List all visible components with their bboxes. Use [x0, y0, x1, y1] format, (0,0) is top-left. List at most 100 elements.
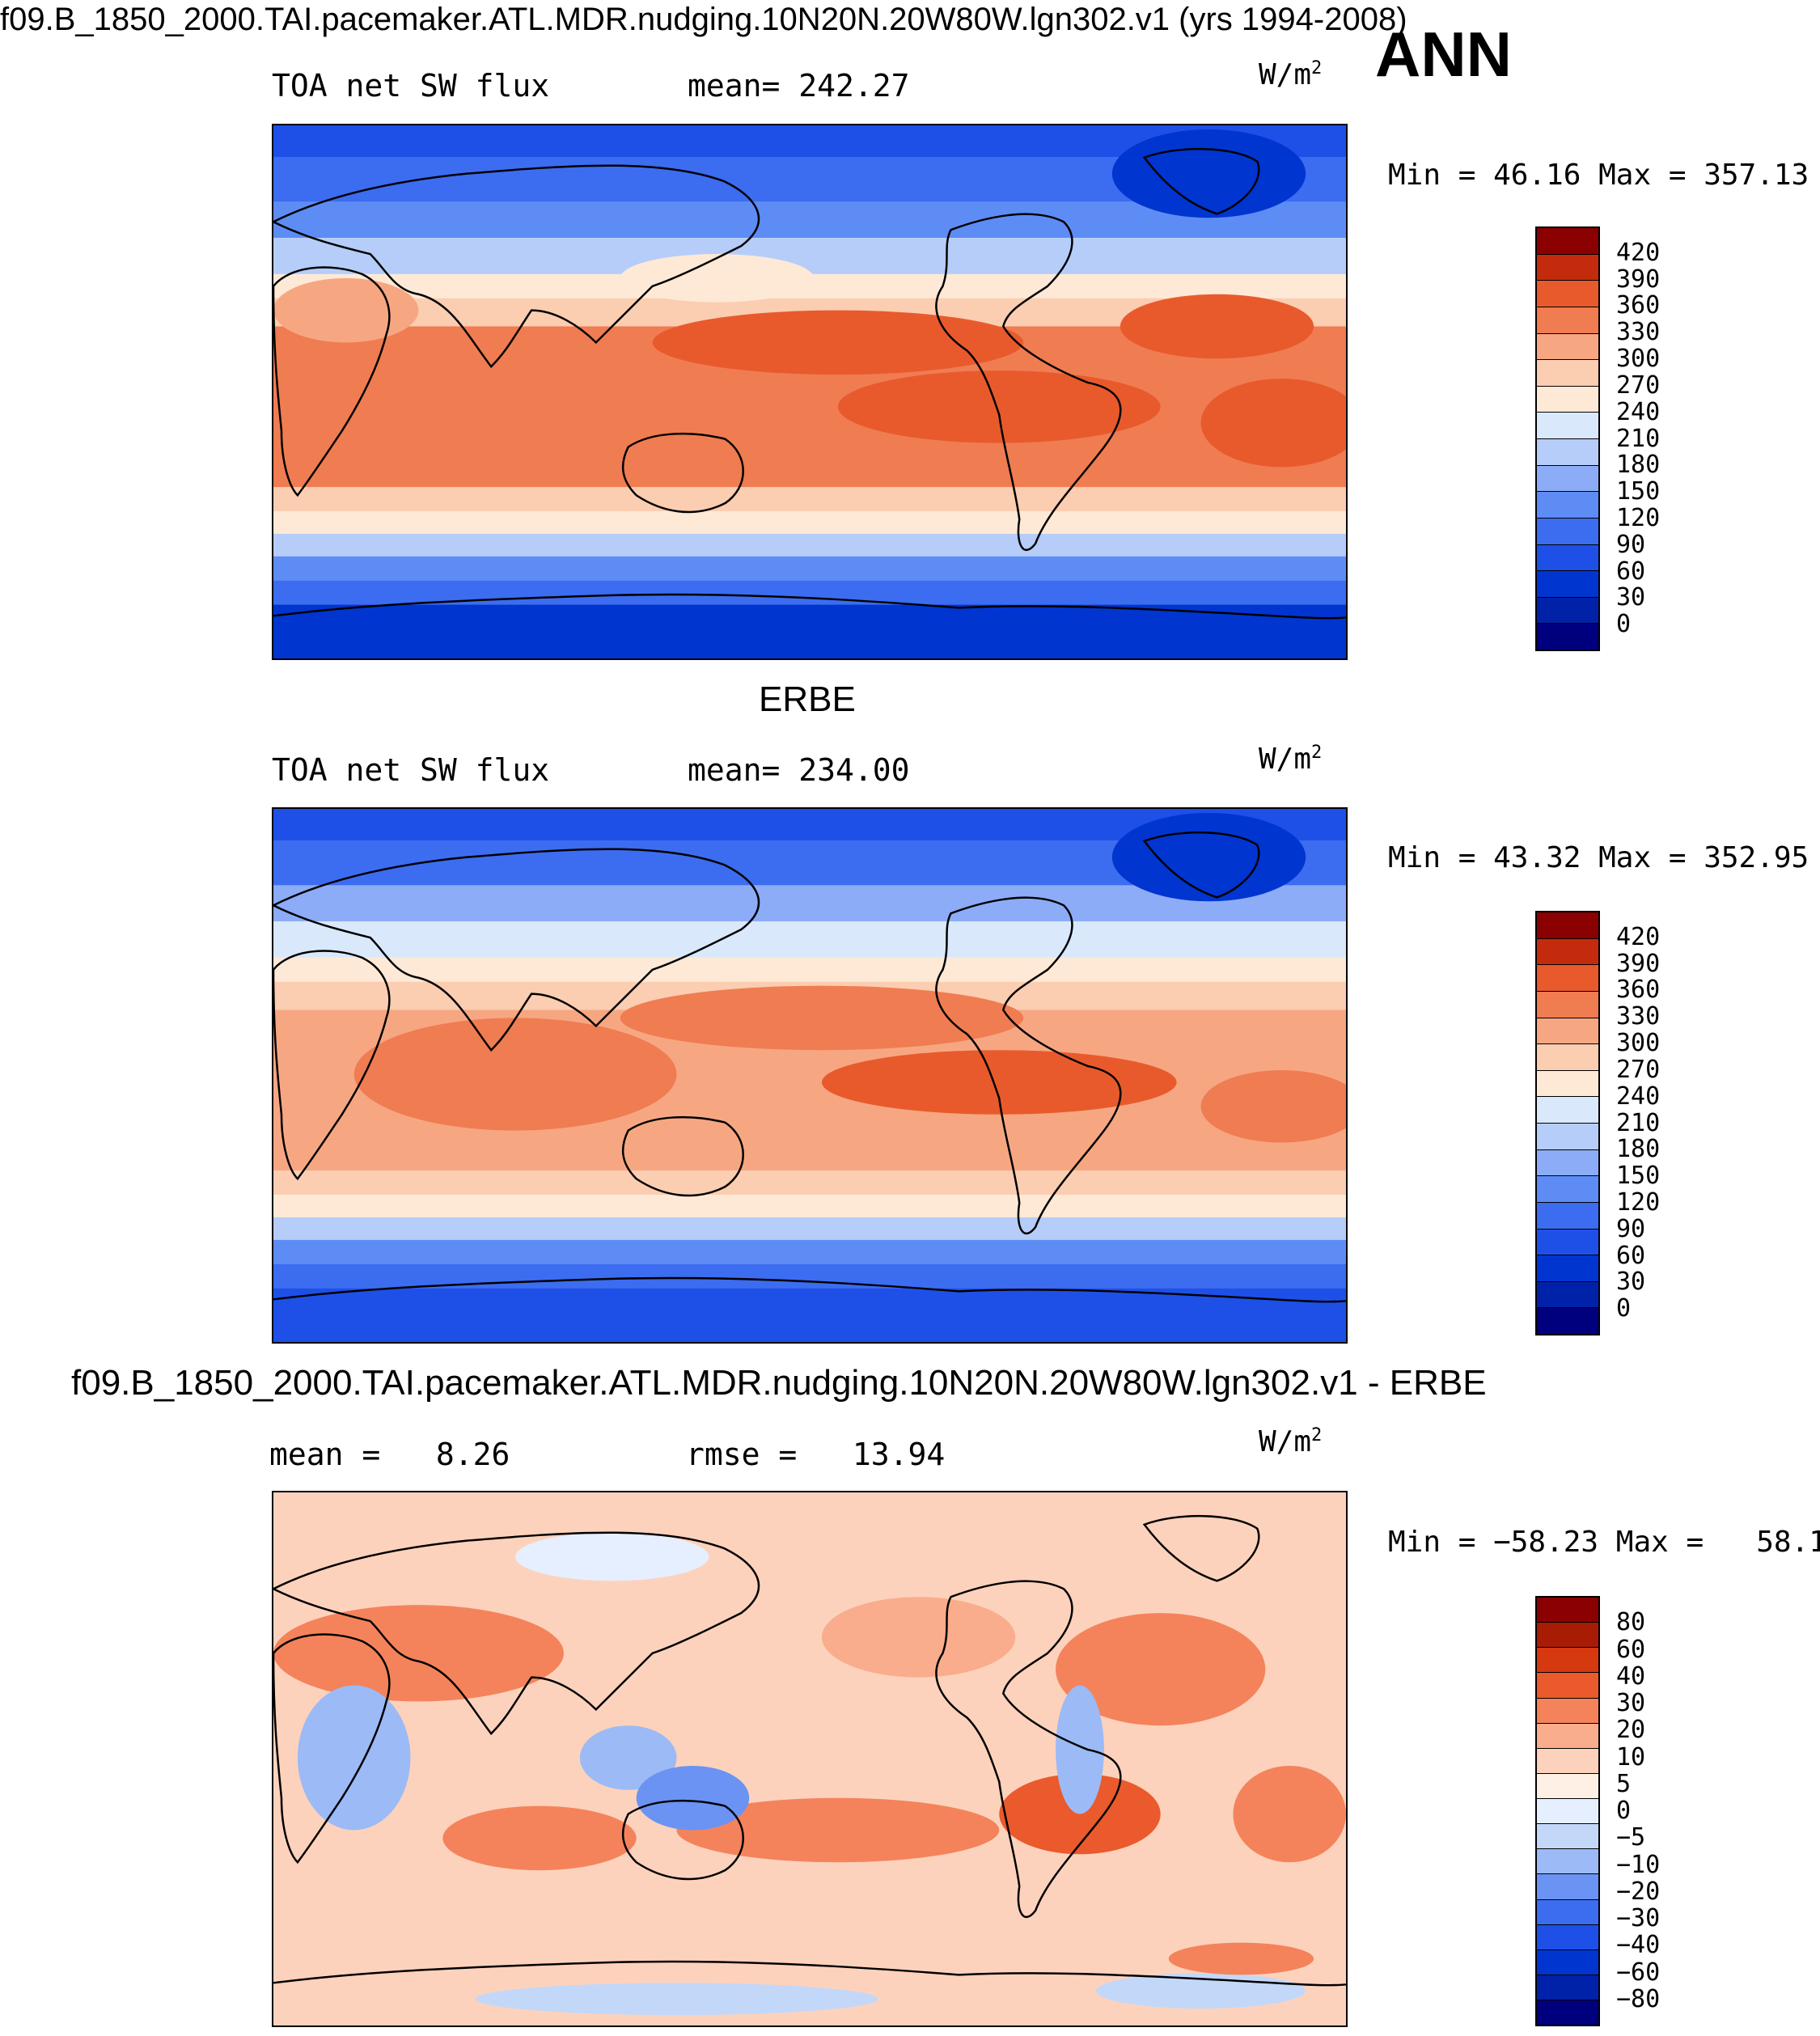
colorbar-swatch — [1537, 1255, 1598, 1281]
colorbar-swatch — [1537, 912, 1598, 938]
panel2-mean-label: mean= — [688, 752, 781, 788]
colorbar-swatch — [1537, 1672, 1598, 1698]
panel3-rmse-value: 13.94 — [852, 1437, 946, 1472]
panel3-coastlines — [273, 1514, 1346, 1987]
colorbar-swatch — [1537, 253, 1598, 281]
panel1-colorbar — [1535, 226, 1600, 651]
blob — [1233, 1765, 1346, 1863]
band — [273, 556, 1346, 581]
blob — [273, 1605, 564, 1702]
colorbar-label: 270 — [1616, 1055, 1661, 1084]
colorbar-swatch — [1537, 1848, 1598, 1874]
colorbar-label: 120 — [1616, 1187, 1661, 1217]
coast-australia — [621, 1799, 744, 1881]
colorbar-label: 20 — [1616, 1716, 1646, 1745]
coast-americas — [935, 896, 1122, 1234]
band — [273, 604, 1346, 658]
colorbar-swatch — [1537, 1898, 1598, 1924]
season-label: ANN — [1375, 19, 1512, 90]
panel2-units: W/m2 — [1259, 743, 1323, 776]
panel3-colorbar — [1535, 1596, 1600, 2026]
colorbar-swatch — [1537, 1280, 1598, 1308]
panel1-coastlines — [273, 147, 1346, 620]
panel1-variable: TOA net SW flux — [272, 68, 550, 104]
panel3-mean-label: mean = — [269, 1437, 381, 1472]
colorbar-label: 150 — [1616, 477, 1661, 506]
colorbar-label: 30 — [1616, 583, 1646, 612]
panel2-map-svg — [273, 809, 1346, 1342]
blob — [1056, 1613, 1266, 1726]
coast-antarctica — [273, 1276, 1346, 1303]
colorbar-label: 270 — [1616, 370, 1661, 400]
panel2-mean: mean= 234.00 — [688, 752, 910, 788]
band — [273, 1288, 1346, 1342]
blob — [515, 1532, 709, 1581]
colorbar-label: 210 — [1616, 424, 1661, 453]
colorbar-label: 180 — [1616, 1135, 1661, 1164]
diff-background — [273, 1492, 1346, 2025]
panel1-mean: mean= 242.27 — [688, 68, 910, 104]
colorbar-label: −30 — [1616, 1904, 1661, 1932]
coast-australia — [621, 432, 744, 514]
colorbar-label: 0 — [1616, 1294, 1632, 1323]
colorbar-label: 330 — [1616, 318, 1661, 347]
panel1-blobs — [273, 129, 1346, 468]
coast-eurasia — [273, 164, 760, 369]
colorbar-swatch — [1537, 464, 1598, 492]
colorbar-swatch — [1537, 544, 1598, 571]
panel2-min-label: Min = — [1388, 841, 1476, 874]
colorbar-label: −10 — [1616, 1850, 1661, 1879]
panel2-map — [272, 807, 1348, 1344]
blob — [999, 1773, 1161, 1855]
colorbar-label: 90 — [1616, 1214, 1646, 1243]
band — [273, 580, 1346, 605]
colorbar-swatch — [1537, 412, 1598, 438]
panel3-minmax: Min = −58.23 Max = 58.18 — [1388, 1526, 1820, 1559]
coast-africa — [273, 266, 391, 497]
coast-americas — [935, 1580, 1122, 1918]
colorbar-swatch — [1537, 1017, 1598, 1044]
band — [273, 533, 1346, 557]
colorbar-label: 0 — [1616, 1797, 1632, 1825]
colorbar-swatch — [1537, 1722, 1598, 1748]
panel2-variable: TOA net SW flux — [272, 752, 550, 788]
panel1-units: W/m2 — [1259, 58, 1323, 91]
band — [273, 1170, 1346, 1196]
colorbar-swatch — [1537, 359, 1598, 386]
colorbar-swatch — [1537, 491, 1598, 518]
colorbar-label: 330 — [1616, 1002, 1661, 1031]
panel3-max-value: 58.18 — [1756, 1526, 1820, 1559]
colorbar-label: −20 — [1616, 1877, 1661, 1906]
coast-greenland — [1142, 831, 1260, 899]
colorbar-label: 60 — [1616, 557, 1646, 586]
colorbar-label: 420 — [1616, 922, 1661, 951]
colorbar-label: 5 — [1616, 1769, 1632, 1798]
coast-antarctica — [273, 1960, 1346, 1987]
panel3-max-label: Max = — [1615, 1526, 1704, 1559]
colorbar-swatch — [1537, 1747, 1598, 1773]
colorbar-swatch — [1537, 1069, 1598, 1097]
coast-africa — [273, 950, 391, 1181]
coast-africa — [273, 1633, 391, 1865]
colorbar-swatch — [1537, 1307, 1598, 1334]
colorbar-swatch — [1537, 1123, 1598, 1149]
colorbar-swatch — [1537, 228, 1598, 254]
colorbar-label: 80 — [1616, 1608, 1646, 1637]
colorbar-label: 420 — [1616, 238, 1661, 267]
colorbar-swatch — [1537, 1043, 1598, 1070]
coast-americas — [935, 213, 1122, 551]
colorbar-swatch — [1537, 938, 1598, 965]
panel1-min-value: 46.16 — [1493, 159, 1581, 192]
blob — [353, 1018, 677, 1131]
blob — [1056, 1685, 1104, 1814]
colorbar-label: 30 — [1616, 1689, 1646, 1717]
colorbar-swatch — [1537, 1772, 1598, 1798]
colorbar-swatch — [1537, 385, 1598, 413]
panel3-min-label: Min = — [1388, 1526, 1476, 1559]
blob — [297, 1685, 411, 1831]
blob — [837, 370, 1161, 443]
panel3-rmse: rmse = 13.94 — [686, 1437, 945, 1472]
colorbar-swatch — [1537, 1697, 1598, 1723]
band — [273, 511, 1346, 534]
colorbar-label: 180 — [1616, 451, 1661, 480]
